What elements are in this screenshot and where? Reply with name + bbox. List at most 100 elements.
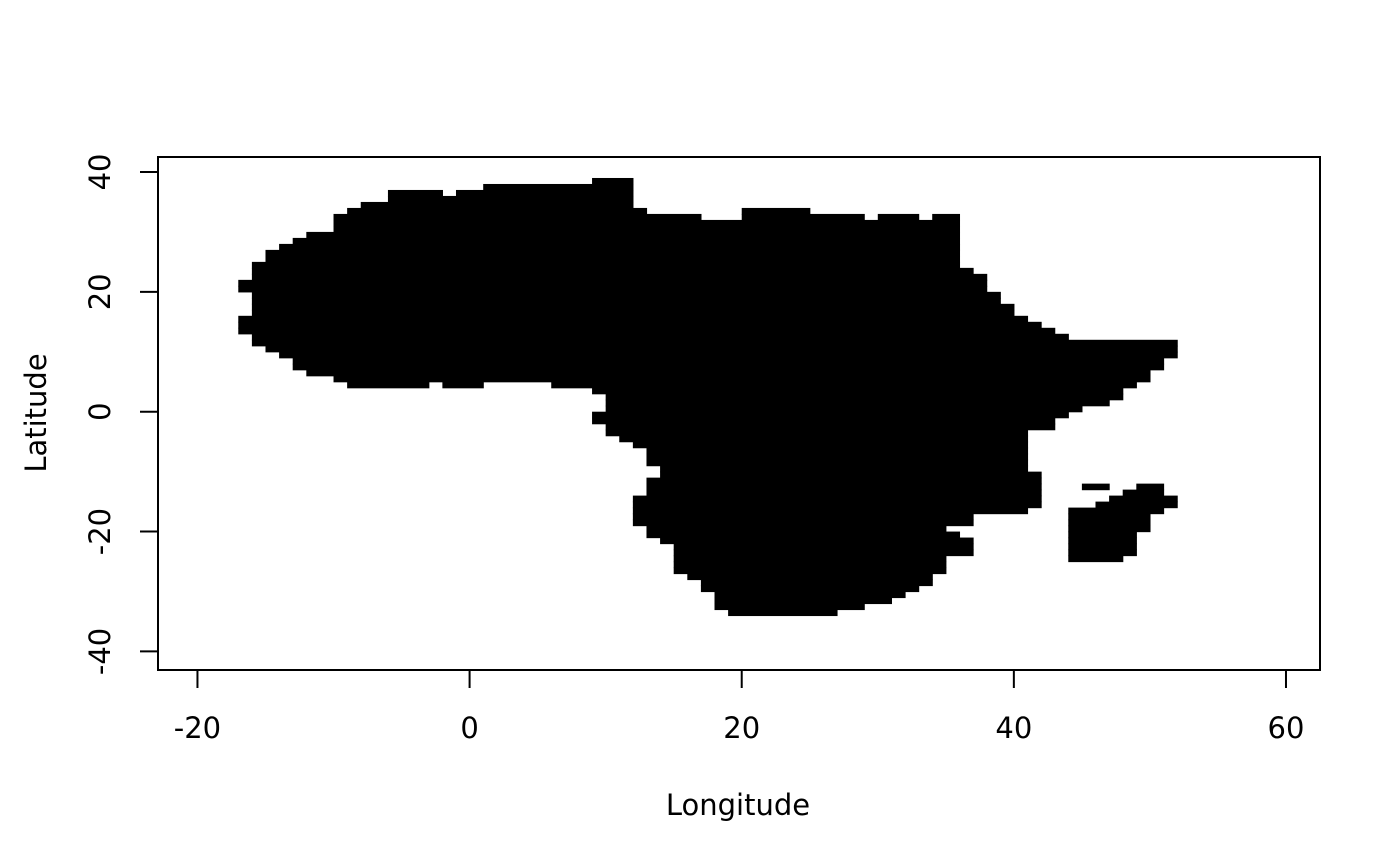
land-cell — [251, 309, 1015, 317]
land-cell — [605, 393, 1124, 401]
land-cell — [1068, 525, 1151, 533]
land-cell — [646, 459, 1029, 467]
land-cell — [741, 213, 865, 221]
y-tick-label: -40 — [83, 628, 117, 675]
land-cell — [306, 369, 1151, 377]
land-cell — [265, 345, 1178, 353]
land-cell — [605, 429, 1029, 437]
land-cell — [714, 597, 892, 605]
land-cell — [646, 525, 947, 533]
x-axis: -20 0 20 40 60 — [174, 669, 1305, 745]
land-cell — [632, 501, 1042, 509]
land-cell — [387, 195, 634, 203]
land-cell — [592, 411, 1069, 419]
land-cell — [673, 567, 947, 575]
land-cell — [1068, 543, 1137, 551]
y-axis: -40 -20 0 20 40 — [83, 154, 159, 675]
land-cell — [483, 183, 634, 191]
land-cell — [632, 513, 974, 521]
land-cell — [660, 471, 1042, 479]
x-tick-label: 40 — [995, 711, 1032, 745]
land-cell — [605, 423, 1056, 431]
land-cell — [1068, 555, 1124, 563]
land-cell — [1068, 537, 1137, 545]
land-cell — [251, 267, 974, 275]
land-cell — [251, 339, 1178, 347]
land-cell — [265, 249, 961, 257]
land-cell — [700, 579, 933, 587]
land-cell — [877, 213, 920, 221]
land-cell — [632, 441, 1029, 449]
land-cell — [251, 261, 961, 269]
land-cell — [238, 279, 988, 287]
y-axis-title: Latitude — [19, 353, 53, 472]
land-cell — [660, 537, 974, 545]
land-cell — [673, 561, 947, 569]
land-cell — [238, 315, 1029, 323]
land-cell — [714, 591, 906, 599]
land-cell — [1081, 483, 1110, 491]
land-cell — [646, 447, 1029, 455]
land-cell — [932, 213, 961, 221]
land-cell — [347, 207, 648, 215]
land-cell — [279, 243, 961, 251]
land-cell — [333, 219, 961, 227]
land-cell — [605, 405, 1083, 413]
land-cell — [728, 609, 838, 617]
land-cell — [455, 189, 634, 197]
land-cell — [442, 381, 484, 389]
land-cell — [251, 303, 1015, 311]
land-cell — [660, 465, 1029, 473]
land-cell — [673, 549, 974, 557]
land-cell — [251, 333, 1069, 341]
land-cell — [333, 213, 702, 221]
land-cell — [1068, 531, 1137, 539]
land-cell — [632, 519, 974, 527]
land-cell — [292, 363, 1165, 371]
land-cell — [673, 543, 974, 551]
land-cell — [251, 273, 988, 281]
land-cell — [646, 477, 1042, 485]
y-tick-label: 0 — [83, 402, 117, 420]
land-cell — [687, 573, 933, 581]
land-cell — [646, 483, 1042, 491]
land-cell — [292, 357, 1165, 365]
land-cell — [1109, 495, 1178, 503]
land-cell — [646, 531, 961, 539]
land-cell — [1068, 513, 1151, 521]
x-tick-label: 20 — [723, 711, 760, 745]
land-cell — [238, 327, 1056, 335]
land-cell — [1136, 483, 1165, 491]
land-cell — [1068, 507, 1165, 515]
land-cell — [592, 177, 634, 185]
land-cell — [632, 507, 1029, 515]
land-cell — [387, 189, 443, 197]
land-cell — [1095, 501, 1178, 509]
land-cell — [265, 255, 961, 263]
land-cell — [646, 489, 1042, 497]
land-cell — [605, 399, 1110, 407]
x-tick-label: -20 — [174, 711, 221, 745]
land-cell — [741, 207, 811, 215]
land-cell — [251, 297, 1001, 305]
land-cell — [333, 375, 1151, 383]
land-cell — [619, 435, 1029, 443]
x-tick-label: 60 — [1268, 711, 1305, 745]
land-cell — [347, 381, 430, 389]
land-raster — [238, 177, 1178, 617]
land-cell — [1122, 489, 1165, 497]
y-tick-label: 20 — [83, 273, 117, 310]
land-cell — [592, 417, 1056, 425]
land-cell — [632, 495, 1042, 503]
land-cell — [238, 321, 1042, 329]
land-cell — [238, 285, 988, 293]
x-tick-label: 0 — [460, 711, 478, 745]
land-cell — [1068, 519, 1151, 527]
land-cell — [592, 387, 1124, 395]
land-cell — [251, 291, 1001, 299]
land-cell — [333, 225, 961, 233]
land-cell — [673, 555, 947, 563]
land-cell — [1068, 549, 1137, 557]
land-cell — [360, 201, 634, 209]
